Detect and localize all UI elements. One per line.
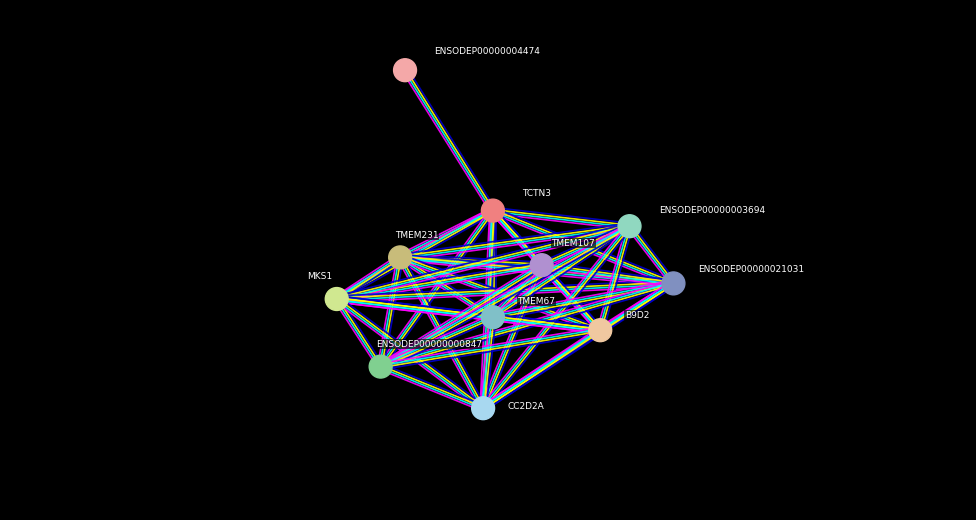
Text: TCTN3: TCTN3	[522, 189, 551, 198]
Text: TMEM231: TMEM231	[395, 231, 439, 240]
Text: ENSODEP00000003694: ENSODEP00000003694	[659, 206, 765, 215]
Ellipse shape	[369, 355, 392, 378]
Ellipse shape	[589, 319, 612, 342]
Ellipse shape	[662, 272, 685, 295]
Ellipse shape	[530, 254, 553, 277]
Ellipse shape	[388, 246, 412, 269]
Text: ENSODEP00000000847: ENSODEP00000000847	[376, 340, 482, 349]
Text: B9D2: B9D2	[625, 311, 649, 320]
Text: MKS1: MKS1	[307, 272, 333, 281]
Text: CC2D2A: CC2D2A	[508, 402, 545, 411]
Text: ENSODEP00000021031: ENSODEP00000021031	[698, 265, 804, 274]
Ellipse shape	[481, 199, 505, 222]
Ellipse shape	[393, 59, 417, 82]
Text: ENSODEP00000004474: ENSODEP00000004474	[434, 47, 540, 56]
Ellipse shape	[481, 306, 505, 329]
Ellipse shape	[471, 397, 495, 420]
Ellipse shape	[618, 215, 641, 238]
Ellipse shape	[325, 288, 348, 310]
Text: TMEM67: TMEM67	[517, 297, 555, 306]
Text: TMEM107: TMEM107	[551, 239, 595, 248]
